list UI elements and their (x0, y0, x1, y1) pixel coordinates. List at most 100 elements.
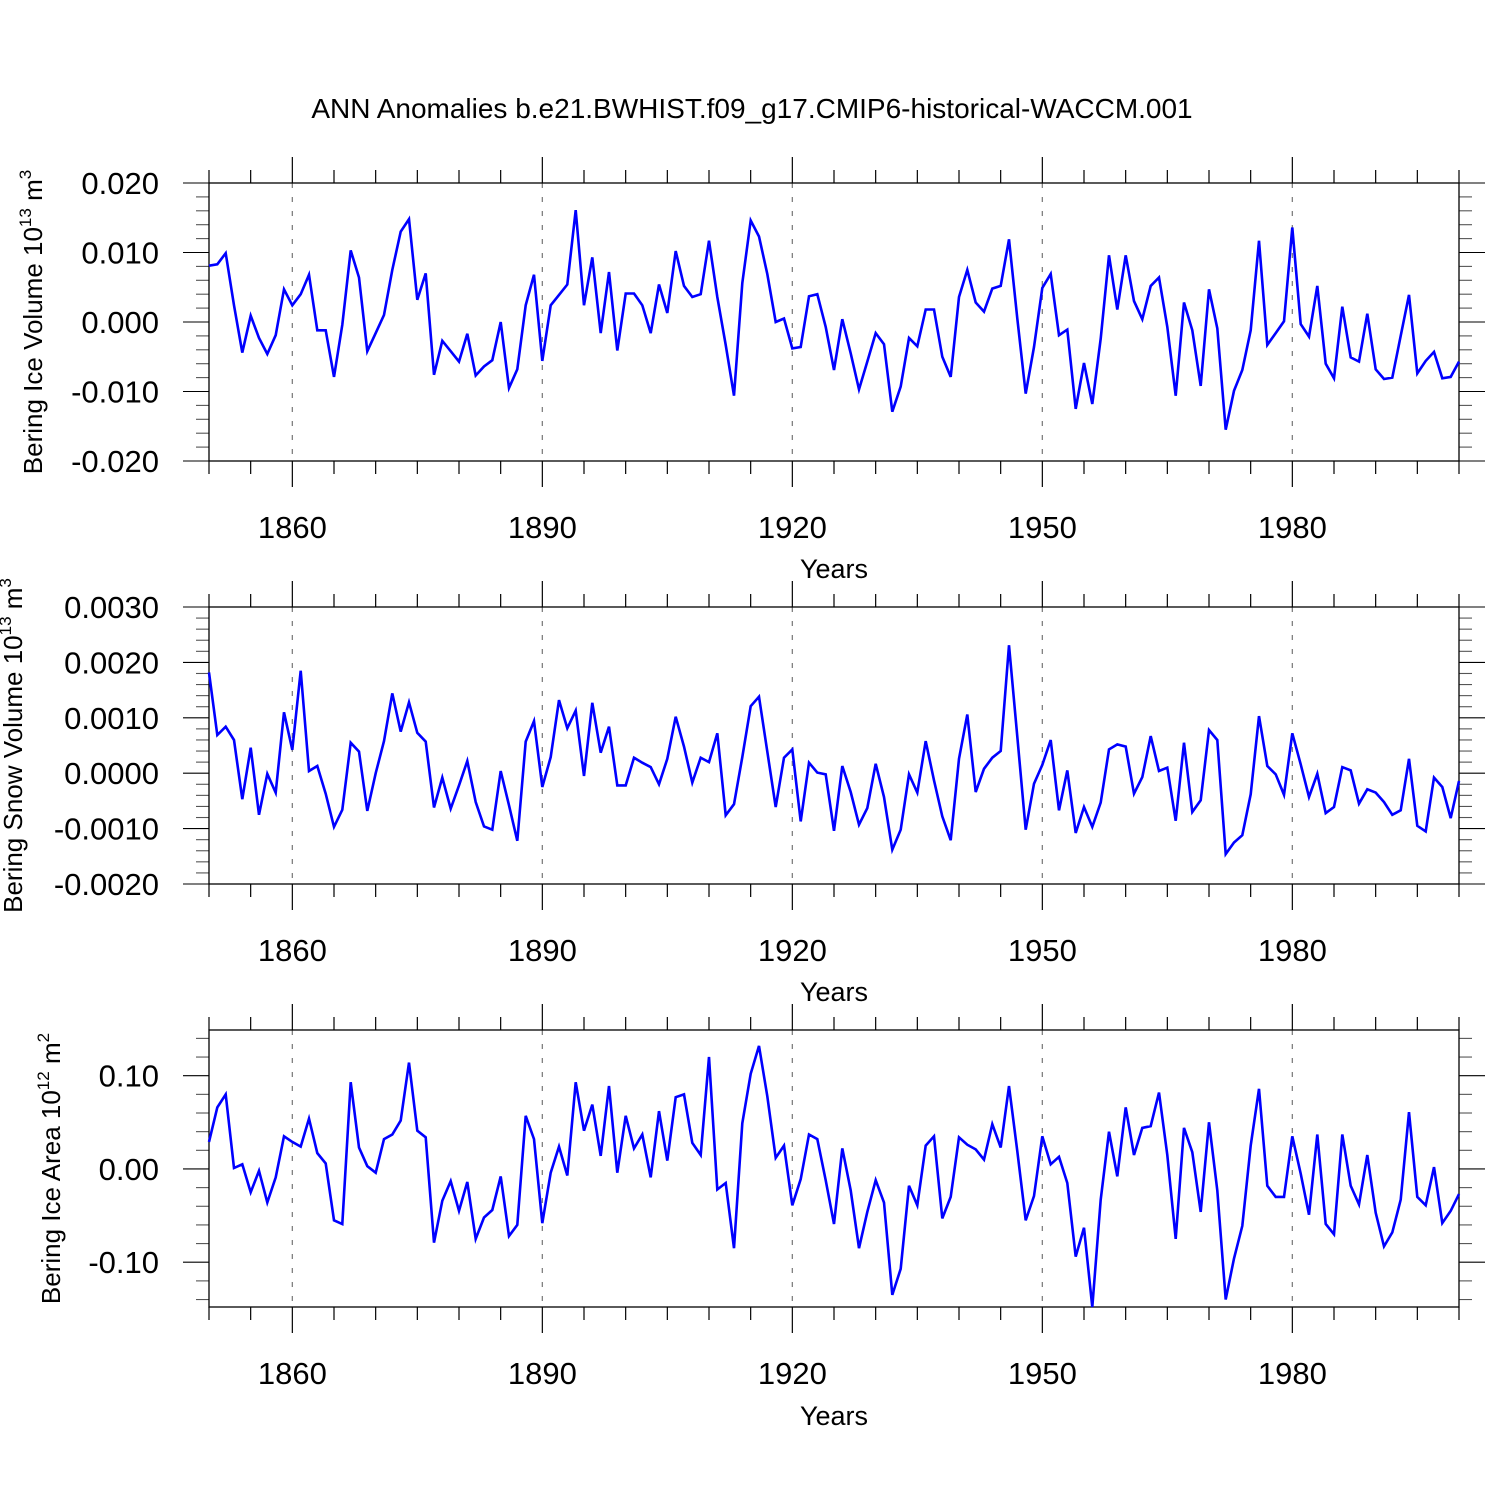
data-point (1350, 356, 1352, 358)
data-point (741, 1122, 743, 1124)
data-point (916, 345, 918, 347)
data-point (866, 1211, 868, 1213)
data-point (966, 1144, 968, 1146)
data-point (1341, 766, 1343, 768)
data-point (1133, 300, 1135, 302)
data-point (291, 1141, 293, 1143)
data-point (933, 308, 935, 310)
data-point (358, 751, 360, 753)
data-point (1183, 742, 1185, 744)
data-point (716, 296, 718, 298)
data-point (1408, 294, 1410, 296)
data-point (658, 283, 660, 285)
data-point (1375, 368, 1377, 370)
data-point (258, 337, 260, 339)
data-point (1041, 764, 1043, 766)
data-point (591, 256, 593, 258)
data-point (341, 1223, 343, 1225)
data-point (641, 1133, 643, 1135)
data-point (316, 1152, 318, 1154)
data-point (383, 314, 385, 316)
data-point (883, 343, 885, 345)
data-point (816, 1138, 818, 1140)
data-point (1400, 809, 1402, 811)
data-point (416, 299, 418, 301)
data-point (1016, 736, 1018, 738)
data-point (408, 1062, 410, 1064)
data-point (333, 1219, 335, 1221)
data-point (308, 1118, 310, 1120)
data-point (1200, 385, 1202, 387)
y-tick-label: 0.0030 (64, 590, 159, 625)
data-point (333, 826, 335, 828)
data-point (750, 220, 752, 222)
data-point (1258, 240, 1260, 242)
data-point (516, 840, 518, 842)
x-axis-title: Years (800, 554, 868, 584)
data-point (283, 711, 285, 713)
data-point (216, 263, 218, 265)
data-point (650, 1176, 652, 1178)
data-point (1375, 1212, 1377, 1214)
data-point (450, 1180, 452, 1182)
data-point (216, 1106, 218, 1108)
data-point (708, 240, 710, 242)
data-point (608, 1085, 610, 1087)
data-point (1083, 806, 1085, 808)
data-point (1258, 1088, 1260, 1090)
data-point (500, 1175, 502, 1177)
data-point (1225, 853, 1227, 855)
data-point (325, 329, 327, 331)
data-point (858, 388, 860, 390)
data-point (1391, 377, 1393, 379)
data-point (608, 271, 610, 273)
data-point (1250, 329, 1252, 331)
data-point (916, 792, 918, 794)
data-point (700, 757, 702, 759)
data-point (1275, 332, 1277, 334)
data-point (450, 350, 452, 352)
data-point (783, 757, 785, 759)
data-point (366, 1165, 368, 1167)
data-point (1333, 377, 1335, 379)
data-point (666, 312, 668, 314)
data-point (1375, 792, 1377, 794)
data-point (658, 1110, 660, 1112)
data-point (691, 782, 693, 784)
data-point (1183, 1127, 1185, 1129)
data-point (325, 793, 327, 795)
data-point (1116, 308, 1118, 310)
y-axis-title-superscript: 13 (16, 208, 35, 227)
data-point (1233, 841, 1235, 843)
data-point (650, 766, 652, 768)
data-point (1166, 1154, 1168, 1156)
data-point (1400, 335, 1402, 337)
data-point (1333, 1233, 1335, 1235)
data-point (1350, 769, 1352, 771)
data-point (1008, 644, 1010, 646)
data-point (775, 1157, 777, 1159)
data-point (1075, 1256, 1077, 1258)
y-tick-label: 0.0000 (64, 756, 159, 791)
data-point (658, 783, 660, 785)
data-point (666, 758, 668, 760)
data-point (1458, 780, 1460, 782)
y-axis-title-superscript: 3 (0, 578, 15, 587)
data-point (725, 344, 727, 346)
data-point (625, 293, 627, 295)
data-point (950, 1196, 952, 1198)
data-point (1191, 1151, 1193, 1153)
data-point (616, 349, 618, 351)
data-point (208, 671, 210, 673)
data-point (566, 727, 568, 729)
data-point (941, 815, 943, 817)
data-point (1125, 1106, 1127, 1108)
data-point (883, 796, 885, 798)
data-point (1416, 1196, 1418, 1198)
data-point (1308, 1214, 1310, 1216)
data-point (1325, 1223, 1327, 1225)
data-point (300, 670, 302, 672)
data-point (775, 321, 777, 323)
data-point (691, 296, 693, 298)
